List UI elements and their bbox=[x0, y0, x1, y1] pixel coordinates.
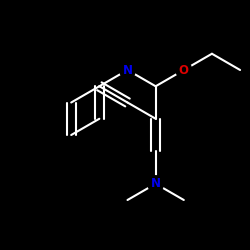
Circle shape bbox=[176, 62, 192, 78]
Circle shape bbox=[148, 176, 164, 192]
Text: O: O bbox=[179, 64, 189, 76]
Circle shape bbox=[120, 62, 136, 78]
Text: N: N bbox=[122, 64, 132, 76]
Text: N: N bbox=[151, 177, 161, 190]
